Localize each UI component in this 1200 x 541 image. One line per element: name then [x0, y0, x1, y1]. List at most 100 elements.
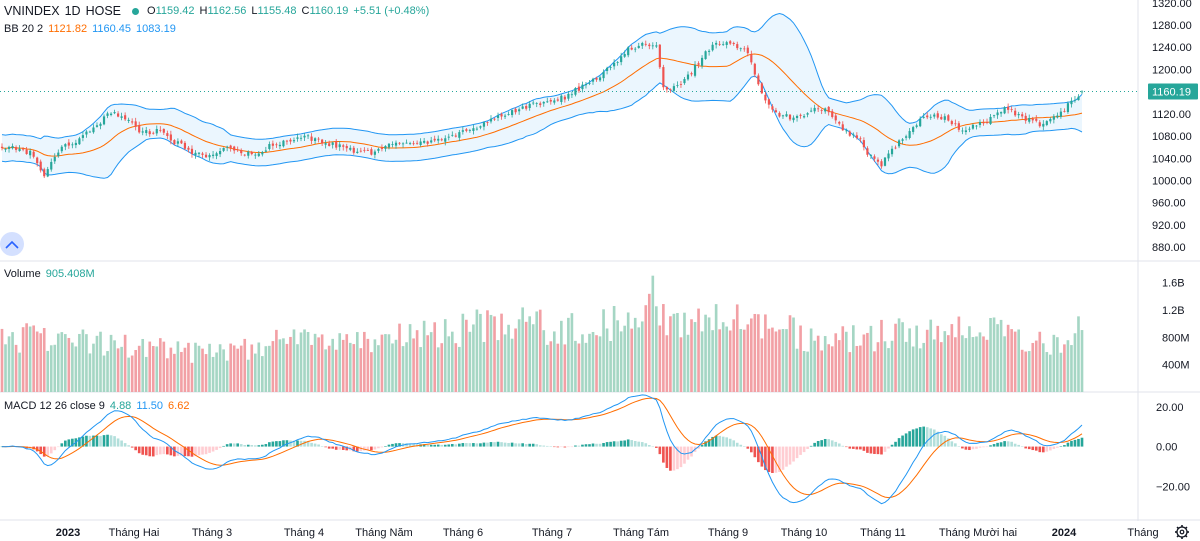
candle-body	[356, 151, 359, 154]
candle-body	[95, 125, 99, 127]
candle-body	[848, 131, 851, 136]
scroll-left-button[interactable]	[0, 232, 24, 256]
volume-bar	[640, 321, 644, 392]
macd-histogram-bar	[640, 442, 644, 447]
macd-histogram-bar	[581, 444, 584, 447]
volume-bar	[1010, 329, 1013, 392]
macd-signal-value: 6.62	[168, 400, 190, 412]
macd-histogram-bar	[359, 446, 363, 452]
volume-bar	[982, 336, 985, 392]
bb-upper-value: 1160.45	[92, 23, 132, 35]
candle-body	[736, 44, 739, 49]
macd-histogram-bar	[584, 444, 588, 447]
macd-histogram-bar	[345, 446, 349, 451]
candle-body	[247, 151, 250, 156]
volume-bar	[204, 354, 208, 392]
macd-histogram-bar	[42, 446, 46, 457]
volume-bar	[412, 338, 415, 392]
volume-bar	[436, 347, 440, 392]
candle-body	[11, 146, 14, 149]
volume-bar	[187, 342, 190, 392]
macd-histogram-bar	[517, 443, 521, 447]
macd-histogram-bar	[391, 443, 394, 447]
macd-legend[interactable]: MACD 12 26 close 9 4.88 11.50 6.62	[4, 399, 189, 413]
bb-legend[interactable]: BB 20 2 1121.82 1160.45 1083.19	[4, 22, 176, 36]
macd-histogram-bar	[605, 442, 609, 447]
candle-body	[679, 84, 683, 85]
macd-histogram-bar	[679, 446, 683, 468]
symbol-interval[interactable]: 1D	[64, 4, 81, 18]
macd-histogram-bar	[282, 440, 285, 447]
volume-bar	[282, 338, 285, 392]
candle-body	[338, 144, 341, 148]
macd-histogram-bar	[158, 446, 162, 455]
volume-bar	[289, 336, 292, 392]
volume-bar	[771, 327, 774, 392]
volume-bar	[809, 328, 813, 392]
candle-body	[292, 140, 296, 142]
volume-bar	[71, 342, 74, 392]
volume-bar	[433, 322, 437, 392]
macd-histogram-bar	[619, 440, 623, 447]
candle-body	[324, 143, 327, 145]
macd-histogram-bar	[503, 442, 507, 447]
macd-histogram-bar	[915, 428, 918, 447]
volume-bar	[869, 325, 873, 392]
volume-bar	[999, 319, 1003, 392]
volume-bar	[651, 275, 655, 392]
macd-histogram-bar	[704, 441, 707, 447]
candle-body	[651, 45, 654, 47]
candle-body	[81, 135, 85, 138]
candle-body	[57, 152, 60, 157]
symbol-name[interactable]: VNINDEX	[4, 4, 60, 18]
settings-gear-icon[interactable]	[1175, 525, 1189, 539]
volume-bar	[486, 310, 489, 392]
macd-histogram-bar	[939, 434, 943, 447]
candle-body	[644, 43, 647, 45]
volume-bar	[707, 317, 711, 392]
candle-body	[152, 132, 155, 134]
volume-bar	[602, 309, 605, 392]
macd-histogram-bar	[844, 446, 848, 448]
candle-body	[915, 125, 918, 127]
volume-bar	[510, 338, 514, 392]
macd-histogram-bar	[440, 444, 444, 447]
volume-bar	[450, 331, 454, 392]
time-tick-label: 2024	[1052, 527, 1077, 539]
macd-histogram-bar	[989, 445, 992, 447]
candle-body	[380, 147, 384, 149]
candle-body	[458, 132, 461, 138]
volume-bar	[514, 328, 517, 392]
candle-body	[1056, 115, 1059, 118]
volume-legend[interactable]: Volume 905.408M	[4, 267, 95, 281]
macd-histogram-bar	[493, 442, 496, 447]
candle-body	[781, 115, 785, 117]
macd-histogram-bar	[771, 446, 774, 473]
macd-histogram-bar	[757, 446, 760, 463]
ohlc-close-key: C	[301, 5, 310, 17]
ohlc-change: +5.51 (+0.48%)	[353, 5, 430, 17]
candle-body	[222, 147, 225, 151]
macd-histogram-bar	[683, 446, 686, 464]
candle-body	[560, 95, 563, 103]
volume-bar	[479, 313, 482, 392]
volume-bar	[739, 329, 743, 392]
macd-histogram-bar	[633, 441, 637, 447]
candle-body	[708, 50, 711, 52]
macd-histogram-bar	[130, 446, 134, 448]
candle-body	[792, 117, 795, 121]
macd-signal-line	[2, 397, 1083, 499]
macd-histogram-bar	[647, 445, 651, 447]
macd-histogram-bar	[197, 446, 201, 456]
volume-bar	[567, 317, 570, 392]
candle-body	[264, 150, 267, 152]
volume-bar	[704, 314, 707, 392]
macd-histogram-bar	[327, 446, 331, 449]
volume-bar	[447, 336, 451, 392]
volume-bar	[535, 311, 539, 392]
candle-body	[461, 130, 464, 132]
candle-body	[475, 128, 479, 130]
candle-body	[479, 126, 482, 128]
bb-label: BB 20 2	[4, 23, 44, 35]
